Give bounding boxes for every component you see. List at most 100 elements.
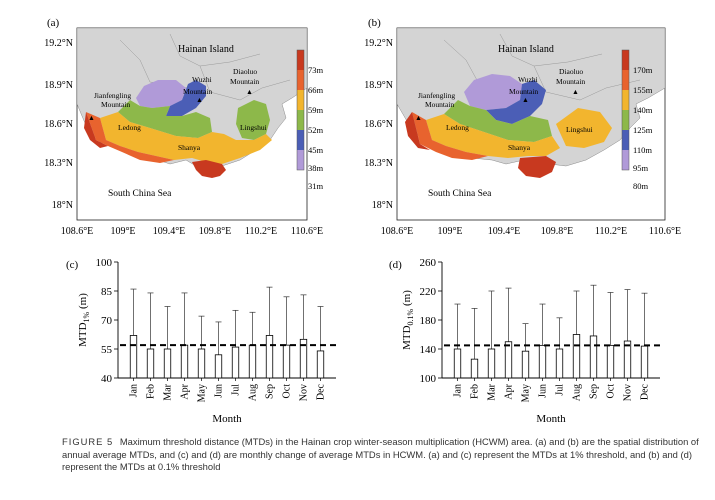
map-a-legend: 73m 66m 59m 52m 45m 38m 31m	[296, 49, 324, 191]
x-tick-label: Nov	[299, 384, 310, 401]
bar	[265, 335, 274, 379]
map-b-label-shanya: Shanya	[508, 143, 531, 152]
map-b-lat-tick: 19.2°N	[364, 38, 393, 49]
legend-a-swatch-6	[297, 150, 304, 170]
legend-a-swatch-5	[297, 130, 304, 150]
panel-label-d: (d)	[389, 259, 402, 271]
legend-b-swatch-1	[622, 50, 629, 70]
panel-label-c: (c)	[66, 259, 79, 271]
map-b-boundaries	[443, 33, 641, 101]
map-b-legend: 170m 155m 140m 125m 110m 95m 80m	[621, 49, 653, 191]
bar	[453, 348, 462, 379]
x-tick-label: Jan	[129, 384, 140, 397]
bar	[129, 335, 138, 379]
x-tick-label: Apr	[504, 383, 515, 399]
legend-a-swatch-2	[297, 70, 304, 90]
x-tick-label: Jun	[538, 384, 549, 398]
map-a-lat-tick: 18.9°N	[44, 80, 73, 91]
map-b-lon-tick: 110.6°E	[649, 226, 681, 237]
map-b-land	[397, 28, 665, 178]
x-tick-label: Nov	[623, 384, 634, 401]
legend-b-swatch-3	[622, 90, 629, 110]
map-a-label-wuzhi-2: Mountain	[183, 87, 212, 96]
map-b-label-jianfengling-1: Jianfengling	[418, 91, 455, 100]
legend-b-label-4: 125m	[633, 125, 653, 135]
map-b-lon-tick: 109°E	[437, 226, 462, 237]
y-tick-label: 140	[420, 344, 437, 356]
figure-caption: FIGURE 5 Maximum threshold distance (MTD…	[62, 436, 702, 474]
legend-b-label-3: 140m	[633, 105, 653, 115]
map-b-zone-orange	[412, 112, 488, 160]
y-tick-label: 55	[101, 344, 113, 356]
map-a-lat-tick: 18°N	[52, 200, 73, 211]
x-axis-label: Month	[536, 413, 566, 425]
map-a-zone-green-east	[236, 100, 270, 140]
chart-panel-d: (d) 100 140 180 220 260 Jan Feb Mar Apr May Jun Jul…	[389, 257, 660, 425]
bar	[555, 348, 564, 379]
map-a-label-diaoluo-1: Diaoluo	[233, 67, 257, 76]
map-a-mountain-marker-2: ▲	[196, 96, 203, 104]
bar	[282, 344, 291, 379]
bar	[248, 344, 257, 379]
map-a-lat-tick: 18.3°N	[44, 158, 73, 169]
y-axis-label: MTD1% (m)	[77, 293, 91, 347]
legend-b-label-7: 80m	[633, 181, 649, 191]
panel-label-a: (a)	[47, 17, 60, 29]
chart-d-plot: 100 140 180 220 260 Jan Feb Mar Apr May Jun Jul Aug S…	[401, 257, 660, 425]
x-tick-label: Oct	[606, 384, 617, 399]
y-tick-label: 260	[420, 257, 437, 269]
legend-a-swatch-3	[297, 90, 304, 110]
map-b-label-jianfengling-2: Mountain	[425, 100, 454, 109]
bar	[623, 340, 632, 379]
legend-a-label-2: 66m	[308, 85, 324, 95]
y-axis-label: MTD0.1% (m)	[401, 290, 415, 350]
map-panel-a: (a) ▲ ▲ ▲ Hainan Island Wuzhi Mountain D…	[44, 17, 323, 237]
map-a-label-hainan-island: Hainan Island	[178, 44, 234, 55]
map-b-label-wuzhi-1: Wuzhi	[518, 75, 538, 84]
map-a-lon-tick: 108.6°E	[61, 226, 94, 237]
map-b-lat-tick: 18.9°N	[364, 80, 393, 91]
map-b-zone-red-south	[518, 156, 556, 178]
map-panel-b: (b) ▲ ▲ ▲ Hainan Island Wuzhi Mountain D…	[364, 17, 681, 237]
map-a-zone-green-west	[118, 100, 212, 138]
map-a-mountain-marker-3: ▲	[246, 88, 253, 96]
map-b-lat-tick: 18.3°N	[364, 158, 393, 169]
bar	[538, 344, 547, 379]
y-tick-label: 70	[101, 315, 113, 327]
map-b-mountain-marker-2: ▲	[522, 96, 529, 104]
map-b-zone-red-west	[405, 112, 430, 150]
legend-b-box	[621, 49, 630, 171]
bar	[470, 358, 479, 379]
map-a-label-south-china-sea: South China Sea	[108, 189, 172, 199]
map-a-zone-red-south	[192, 160, 226, 178]
chart-panel-c: (c) 40 55 70 85 100 Jan Feb Mar Apr May Jun Jul Aug S…	[66, 257, 336, 425]
chart-c-plot: 40 55 70 85 100 Jan Feb Mar Apr May Jun Jul Aug Sep Oc…	[77, 257, 336, 425]
map-a-label-diaoluo-2: Mountain	[230, 77, 259, 86]
bar	[180, 344, 189, 379]
map-b-label-hainan-island: Hainan Island	[498, 44, 554, 55]
legend-b-swatch-5	[622, 130, 629, 150]
map-b-label-diaoluo-2: Mountain	[556, 77, 585, 86]
legend-a-label-3: 59m	[308, 105, 324, 115]
legend-b-label-5: 110m	[633, 145, 652, 155]
map-a-label-lingshui: Lingshui	[240, 123, 267, 132]
map-a-lon-tick: 109°E	[110, 226, 135, 237]
bar	[197, 348, 206, 379]
x-tick-label: Sep	[265, 384, 276, 399]
x-tick-label: Jul	[231, 384, 242, 396]
map-a-label-jianfengling-1: Jianfengling	[94, 91, 131, 100]
y-tick-label: 220	[420, 286, 437, 298]
map-a-zone-orange	[86, 112, 174, 163]
panel-label-b: (b)	[368, 17, 381, 29]
map-b-zone-yellow-east	[556, 108, 612, 148]
legend-a-box	[296, 49, 305, 171]
map-a-land	[77, 28, 307, 178]
x-axis-label: Month	[212, 413, 242, 425]
legend-a-swatch-1	[297, 50, 304, 70]
x-tick-label: Mar	[163, 383, 174, 400]
map-a-label-jianfengling-2: Mountain	[101, 100, 130, 109]
map-a-lat-tick: 18.6°N	[44, 119, 73, 130]
x-tick-label: Dec	[316, 383, 327, 400]
map-a-lat-tick: 19.2°N	[44, 38, 73, 49]
x-tick-label: Feb	[470, 384, 481, 399]
